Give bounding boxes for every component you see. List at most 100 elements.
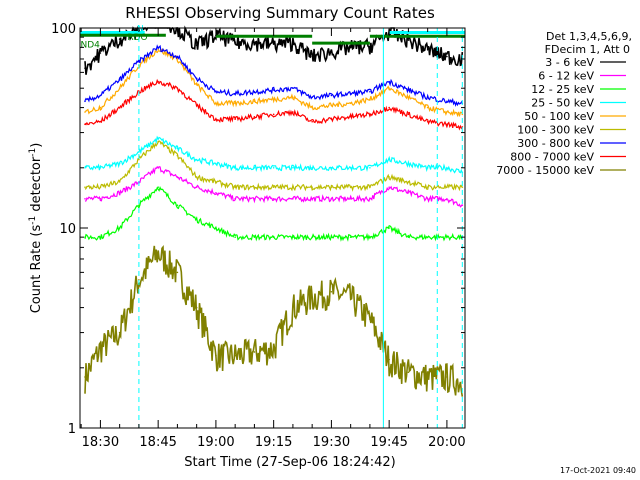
data-point bbox=[407, 89, 410, 91]
data-point bbox=[311, 236, 313, 238]
data-point bbox=[118, 191, 121, 194]
data-point bbox=[234, 354, 236, 357]
data-point bbox=[272, 186, 275, 188]
data-point bbox=[234, 118, 236, 120]
data-point bbox=[349, 166, 352, 169]
series-line bbox=[84, 78, 463, 131]
axis-ticks: 18:30 18:45 19:00 19:15 19:30 19:45 20:00 1 10 10… bbox=[51, 22, 465, 450]
data-point bbox=[407, 39, 410, 41]
data-point bbox=[292, 166, 294, 169]
data-point bbox=[84, 236, 86, 238]
legend-label: 12 - 25 keV bbox=[531, 83, 594, 96]
legend-label: 300 - 800 keV bbox=[517, 137, 594, 150]
data-point bbox=[349, 186, 352, 188]
data-point bbox=[388, 158, 390, 161]
data-point bbox=[118, 87, 121, 90]
data-point bbox=[292, 306, 294, 309]
data-point bbox=[138, 151, 140, 153]
data-point bbox=[118, 331, 121, 334]
data-point bbox=[195, 176, 198, 178]
data-point bbox=[195, 77, 198, 80]
data-point bbox=[234, 102, 236, 105]
data-point bbox=[84, 123, 86, 126]
data-point bbox=[292, 186, 294, 188]
data-point bbox=[84, 197, 86, 200]
data-point bbox=[99, 94, 102, 97]
data-point bbox=[292, 87, 294, 90]
data-point bbox=[446, 166, 448, 169]
data-point bbox=[195, 83, 198, 86]
data-point bbox=[215, 102, 217, 105]
data-point bbox=[253, 186, 256, 188]
data-point bbox=[176, 271, 179, 274]
series-line bbox=[84, 244, 464, 397]
chart-title: RHESSI Observing Summary Count Rates bbox=[125, 4, 435, 22]
data-point bbox=[446, 376, 448, 378]
data-point bbox=[311, 55, 313, 58]
legend-label: 6 - 12 keV bbox=[538, 70, 594, 83]
data-point bbox=[253, 90, 256, 93]
data-point bbox=[446, 186, 448, 188]
data-point bbox=[407, 191, 410, 194]
data-point bbox=[176, 87, 179, 90]
data-point bbox=[349, 92, 352, 95]
data-point bbox=[157, 186, 159, 188]
data-point bbox=[195, 44, 198, 47]
legend-label: 800 - 7000 keV bbox=[510, 151, 594, 164]
data-point bbox=[157, 137, 159, 140]
data-point bbox=[157, 46, 159, 49]
data-point bbox=[138, 204, 140, 207]
data-point bbox=[311, 166, 313, 169]
data-point bbox=[157, 17, 159, 19]
data-point bbox=[407, 371, 410, 374]
data-point bbox=[446, 111, 448, 113]
data-point bbox=[426, 197, 429, 200]
data-point bbox=[407, 236, 410, 238]
x-tick-label: 19:45 bbox=[370, 435, 407, 450]
data-point bbox=[118, 79, 121, 81]
data-point bbox=[84, 166, 86, 169]
data-point bbox=[330, 118, 333, 120]
data-point bbox=[272, 166, 275, 169]
data-point bbox=[369, 236, 371, 238]
data-point bbox=[195, 306, 198, 309]
data-point bbox=[292, 197, 294, 200]
data-point bbox=[446, 197, 448, 200]
legend-header-1: Det 1,3,4,5,6,9, bbox=[546, 30, 632, 43]
legend-label: 3 - 6 keV bbox=[545, 56, 594, 69]
data-point bbox=[195, 104, 198, 107]
data-point bbox=[407, 113, 410, 116]
data-point bbox=[195, 218, 198, 221]
data-point bbox=[176, 154, 179, 157]
series-line bbox=[84, 135, 463, 174]
nd-label: ND4 bbox=[81, 40, 101, 50]
data-point bbox=[330, 290, 333, 293]
data-point bbox=[272, 347, 275, 350]
data-point bbox=[195, 186, 198, 188]
series-12-25-kev bbox=[84, 185, 464, 242]
data-point bbox=[253, 197, 256, 200]
data-point bbox=[426, 236, 429, 238]
data-point bbox=[253, 351, 256, 353]
data-point bbox=[369, 166, 371, 169]
data-point bbox=[426, 96, 429, 99]
data-point bbox=[388, 87, 390, 90]
data-point bbox=[234, 166, 236, 169]
data-point bbox=[253, 166, 256, 169]
series-line bbox=[85, 48, 463, 118]
data-point bbox=[407, 181, 410, 183]
data-point bbox=[388, 186, 390, 188]
data-point bbox=[369, 45, 371, 48]
data-point bbox=[349, 46, 352, 49]
data-point bbox=[176, 58, 179, 60]
data-point bbox=[388, 227, 390, 229]
series-300-800-kev bbox=[84, 44, 464, 108]
data-point bbox=[330, 236, 333, 238]
y-tick-label: 10 bbox=[59, 222, 76, 237]
series-line bbox=[84, 165, 463, 208]
data-point bbox=[446, 100, 448, 103]
data-point bbox=[157, 48, 159, 51]
data-point bbox=[215, 354, 217, 357]
